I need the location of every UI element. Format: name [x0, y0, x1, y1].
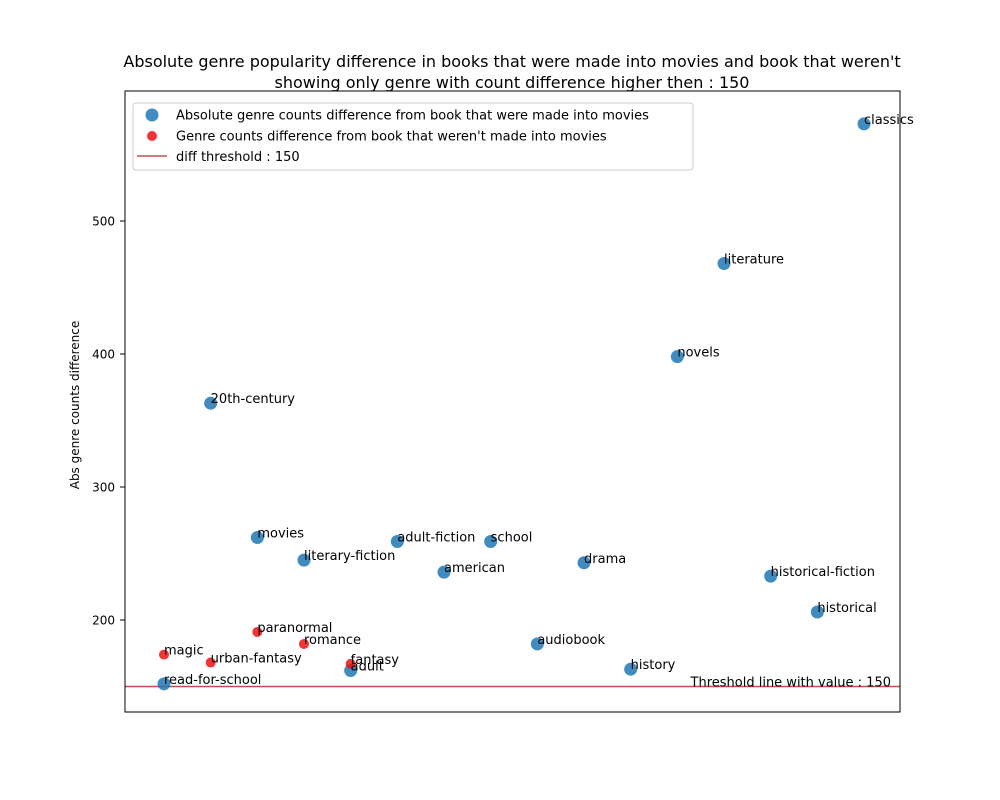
point-label: movies — [257, 527, 304, 542]
legend-marker-no-movies — [147, 131, 157, 141]
movie-genre-point — [857, 117, 871, 131]
movie-genre-point — [250, 531, 264, 545]
movie-genre-point — [624, 662, 638, 676]
chart-title-line2: showing only genre with count difference… — [275, 73, 750, 92]
movie-genre-point — [577, 556, 591, 570]
point-label: romance — [304, 633, 361, 648]
point-label: urban-fantasy — [211, 652, 302, 667]
legend: Absolute genre counts difference from bo… — [132, 102, 694, 171]
threshold-annotation: Threshold line with value : 150 — [690, 676, 891, 691]
non-movie-genre-point — [252, 626, 263, 637]
point-label: literary-fiction — [304, 549, 395, 564]
non-movie-genre-point — [205, 657, 216, 668]
point-label: novels — [677, 346, 719, 361]
legend-label-no-movies: Genre counts difference from book that w… — [176, 130, 607, 145]
movie-genre-point — [530, 637, 544, 651]
non-movie-genre-point — [159, 649, 169, 660]
y-tick-label: 300 — [92, 481, 115, 495]
plot-frame — [124, 90, 901, 713]
legend-marker-movies — [145, 108, 159, 122]
point-label: american — [444, 561, 505, 576]
point-label: school — [491, 531, 533, 546]
point-label: history — [631, 658, 676, 673]
y-tick-label: 200 — [92, 614, 115, 628]
non-movie-genre-point — [345, 658, 356, 669]
movie-genre-point — [297, 553, 311, 567]
point-label: paranormal — [257, 621, 332, 636]
legend-label-threshold: diff threshold : 150 — [176, 150, 300, 165]
chart-title-line1: Absolute genre popularity difference in … — [123, 52, 900, 71]
y-tick-label: 500 — [92, 215, 115, 229]
movie-genre-point — [484, 535, 498, 549]
point-label: classics — [864, 113, 914, 128]
movie-genre-point — [670, 350, 684, 364]
movie-genre-point — [810, 605, 824, 619]
movie-genre-point — [437, 565, 451, 579]
movie-genre-point — [157, 677, 171, 691]
non-movie-genre-point — [299, 638, 309, 649]
point-label: adult-fiction — [397, 531, 475, 546]
movie-genre-point — [764, 569, 778, 583]
point-label: historical-fiction — [771, 565, 875, 580]
movie-genre-point — [717, 257, 731, 271]
points-layer — [157, 117, 871, 691]
point-label: drama — [584, 552, 626, 567]
point-label: magic — [164, 644, 204, 659]
point-label: 20th-century — [211, 392, 296, 407]
y-tick-label: 400 — [92, 348, 115, 362]
point-label: adult — [351, 660, 384, 675]
point-label: literature — [724, 253, 784, 268]
legend-label-movies: Absolute genre counts difference from bo… — [176, 109, 649, 124]
point-labels-layer: read-for-school 20th-century moviesliterar… — [164, 113, 914, 688]
point-label: audiobook — [537, 633, 605, 648]
point-label: historical — [817, 601, 876, 616]
y-axis: 200 300 400 500 — [92, 215, 125, 628]
legend-box — [132, 102, 694, 171]
movie-genre-point — [390, 535, 404, 549]
y-axis-label: Abs genre counts difference — [68, 321, 82, 490]
threshold-layer: Threshold line with value : 150 — [125, 676, 900, 691]
movie-genre-point — [204, 396, 218, 410]
point-label: fantasy — [351, 653, 400, 668]
point-label: read-for-school — [164, 673, 261, 688]
